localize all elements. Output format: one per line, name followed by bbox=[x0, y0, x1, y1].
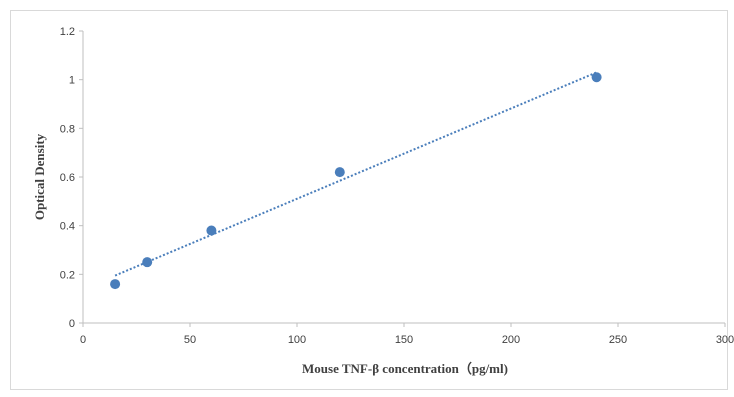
x-tick-label: 0 bbox=[80, 334, 86, 346]
y-tick-label: 0.8 bbox=[60, 123, 75, 135]
x-tick-label: 200 bbox=[502, 334, 520, 346]
x-tick-label: 300 bbox=[716, 334, 734, 346]
data-point bbox=[110, 279, 121, 290]
x-tick-label: 50 bbox=[184, 334, 196, 346]
y-axis-title: Optical Density bbox=[32, 133, 47, 220]
y-tick-label: 0.6 bbox=[60, 172, 75, 184]
y-tick-label: 0.4 bbox=[60, 221, 75, 233]
data-point bbox=[591, 72, 602, 83]
y-tick-label: 0.2 bbox=[60, 269, 75, 281]
y-tick-label: 1.2 bbox=[60, 26, 75, 38]
y-tick-label: 0 bbox=[69, 318, 75, 330]
y-tick-label: 1 bbox=[69, 75, 75, 87]
data-point bbox=[206, 225, 217, 236]
data-point bbox=[142, 257, 153, 268]
x-axis-title: Mouse TNF-β concentration（pg/ml) bbox=[302, 361, 508, 376]
x-tick-label: 100 bbox=[288, 334, 306, 346]
x-tick-label: 150 bbox=[395, 334, 413, 346]
data-point bbox=[334, 167, 345, 178]
chart-frame bbox=[10, 10, 728, 390]
x-tick-label: 250 bbox=[609, 334, 627, 346]
trendline bbox=[114, 71, 597, 277]
